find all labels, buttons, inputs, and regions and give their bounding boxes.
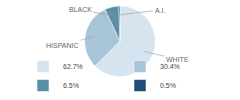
svg-text:BLACK: BLACK bbox=[69, 6, 92, 13]
svg-text:0.5%: 0.5% bbox=[160, 82, 176, 89]
svg-text:62.7%: 62.7% bbox=[63, 63, 83, 70]
svg-text:WHITE: WHITE bbox=[166, 56, 189, 63]
svg-text:30.4%: 30.4% bbox=[160, 63, 180, 70]
svg-text:A.I.: A.I. bbox=[155, 7, 166, 14]
svg-text:HISPANIC: HISPANIC bbox=[46, 42, 79, 49]
svg-text:6.5%: 6.5% bbox=[63, 82, 79, 89]
